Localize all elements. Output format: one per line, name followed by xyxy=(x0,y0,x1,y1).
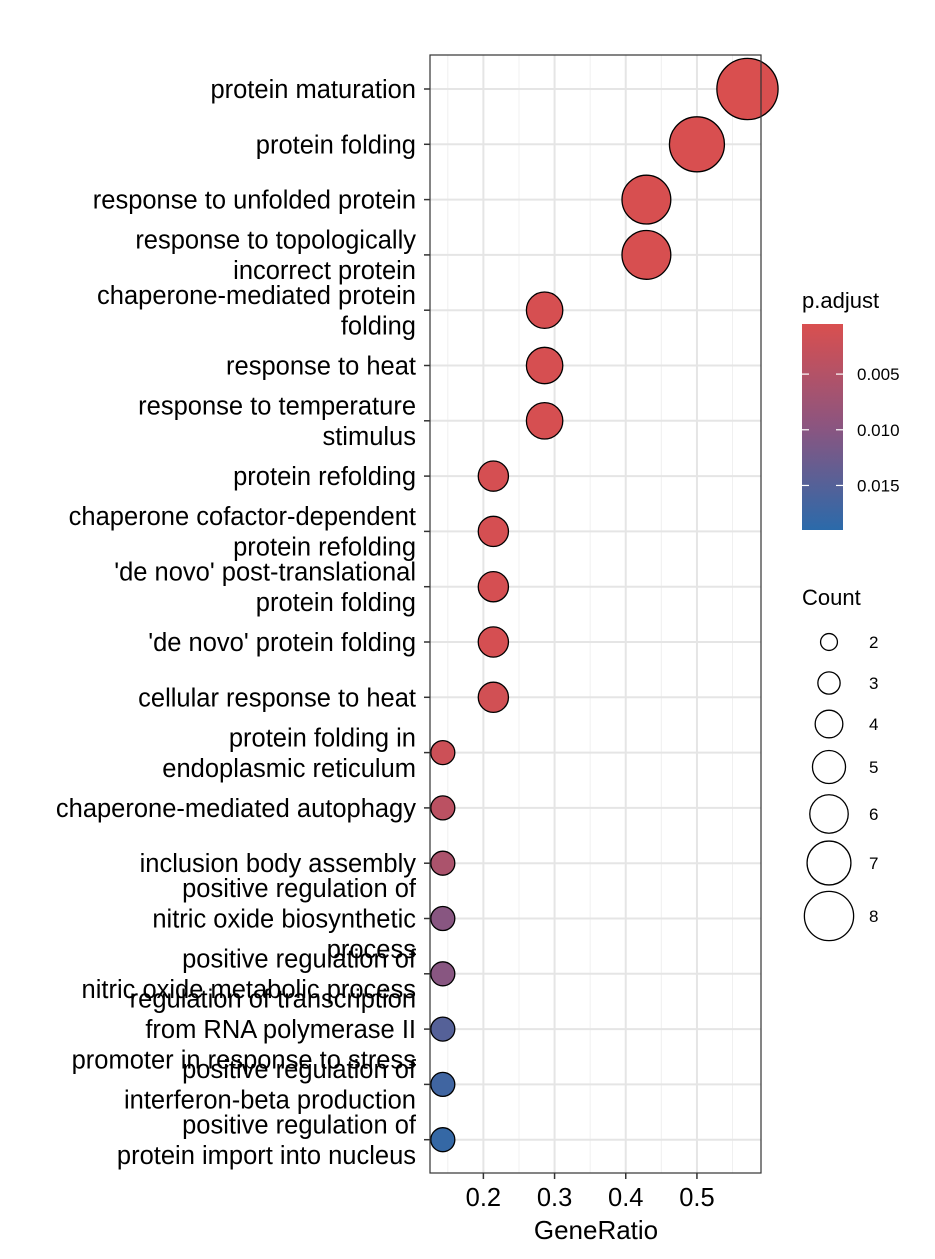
y-tick-label: chaperone-mediated protein xyxy=(97,282,416,310)
y-tick-label: protein folding in xyxy=(229,724,416,752)
y-tick-label: positive regulation of xyxy=(182,946,417,974)
y-tick-label: positive regulation of xyxy=(182,1111,417,1139)
data-point xyxy=(430,1016,456,1042)
color-legend-title: p.adjust xyxy=(802,288,879,313)
data-point xyxy=(430,905,456,932)
y-tick-label: positive regulation of xyxy=(182,1056,417,1084)
y-tick-label: promoter in response to stress xyxy=(72,1047,416,1075)
y-tick-label: incorrect protein xyxy=(233,257,416,285)
data-point xyxy=(668,116,726,173)
data-point xyxy=(477,626,510,658)
data-point xyxy=(430,961,456,987)
y-tick-label: nitric oxide metabolic process xyxy=(82,976,416,1004)
size-legend-label: 6 xyxy=(869,805,878,824)
y-tick-label: response to unfolded protein xyxy=(93,187,416,215)
y-tick-label: protein import into nucleus xyxy=(117,1142,416,1170)
color-legend-label: 0.015 xyxy=(857,476,900,495)
size-legend-label: 7 xyxy=(869,854,878,873)
data-point xyxy=(430,739,456,766)
y-tick-label: interferon-beta production xyxy=(124,1087,416,1115)
y-tick-label: endoplasmic reticulum xyxy=(162,755,416,783)
data-point xyxy=(525,401,564,440)
data-point xyxy=(430,795,456,821)
size-legend-key xyxy=(803,890,855,942)
color-legend-label: 0.005 xyxy=(857,365,900,384)
y-tick-label: chaperone cofactor-dependent xyxy=(69,503,416,531)
color-legend-gradient-bar xyxy=(802,324,843,530)
data-point xyxy=(477,460,510,492)
size-legend-label: 5 xyxy=(869,758,878,777)
color-legend: p.adjust 0.005 0.010 0.015 xyxy=(802,288,900,530)
size-legend-title: Count xyxy=(802,585,861,610)
size-legend-key xyxy=(809,794,849,834)
y-tick-label: stimulus xyxy=(322,423,416,451)
y-tick-label: protein folding xyxy=(256,131,416,159)
gridlines xyxy=(430,55,761,1173)
x-tick-label: 0.5 xyxy=(679,1184,714,1212)
data-point xyxy=(716,57,779,121)
x-tick-label: 0.2 xyxy=(466,1184,501,1212)
data-point xyxy=(477,515,510,548)
data-point xyxy=(621,229,672,280)
y-tick-label: cellular response to heat xyxy=(138,684,416,712)
y-tick-label: response to temperature xyxy=(138,393,416,421)
size-legend-key xyxy=(811,749,847,785)
size-legend-key xyxy=(819,632,839,652)
y-tick-label: 'de novo' post-translational xyxy=(114,558,416,586)
data-point xyxy=(477,681,510,714)
x-axis-title: GeneRatio xyxy=(534,1215,658,1245)
y-tick-label: folding xyxy=(341,312,416,340)
data-point xyxy=(477,570,510,603)
y-tick-label: protein folding xyxy=(256,589,416,617)
data-point xyxy=(430,1127,456,1153)
y-tick-label: chaperone-mediated autophagy xyxy=(56,795,416,823)
y-tick-label: 'de novo' protein folding xyxy=(148,629,416,657)
size-legend-label: 3 xyxy=(869,674,878,693)
data-point xyxy=(525,346,564,385)
data-point xyxy=(621,174,672,225)
size-legend-key xyxy=(806,840,852,886)
y-tick-label: from RNA polymerase II xyxy=(145,1016,416,1044)
data-point xyxy=(430,850,456,876)
data-point xyxy=(430,1071,456,1098)
size-legend-key xyxy=(814,709,844,739)
y-tick-label: positive regulation of xyxy=(182,875,417,903)
y-tick-label: response to topologically xyxy=(135,227,416,255)
color-legend-label: 0.010 xyxy=(857,421,900,440)
size-legend-label: 4 xyxy=(869,715,878,734)
data-points xyxy=(430,57,779,1153)
y-tick-label: protein refolding xyxy=(233,534,416,562)
y-axis: protein maturation protein folding respons… xyxy=(56,76,430,1170)
data-point xyxy=(525,291,564,330)
size-legend-label: 2 xyxy=(869,633,878,652)
x-tick-label: 0.4 xyxy=(608,1184,643,1212)
y-tick-label: inclusion body assembly xyxy=(140,850,417,878)
y-tick-label: regulation of transcription xyxy=(130,986,416,1014)
x-tick-label: 0.3 xyxy=(537,1184,572,1212)
size-legend: Count 2 3 4 5 6 7 8 xyxy=(802,585,878,942)
y-tick-label: protein refolding xyxy=(233,463,416,491)
size-legend-label: 8 xyxy=(869,907,878,926)
y-tick-label: process xyxy=(327,936,416,964)
y-tick-label: protein maturation xyxy=(210,76,416,104)
x-axis: 0.2 0.3 0.4 0.5 xyxy=(466,1173,715,1212)
size-legend-key xyxy=(817,671,841,695)
y-tick-label: nitric oxide biosynthetic xyxy=(152,906,416,934)
plot-panel-border xyxy=(429,54,762,1174)
y-tick-label: response to heat xyxy=(226,353,416,381)
